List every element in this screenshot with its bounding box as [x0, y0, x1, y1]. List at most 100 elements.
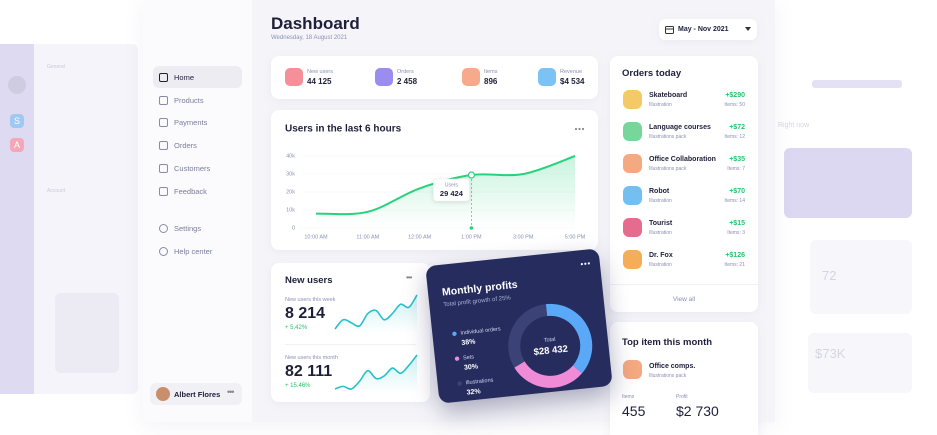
menu-dot — [587, 262, 590, 265]
nav-item[interactable]: Feedback — [174, 187, 207, 196]
axis-dot — [469, 226, 474, 230]
x-tick-label: 11:00 AM — [356, 234, 379, 240]
bg-app-icon: A — [10, 138, 24, 152]
x-tick-label: 1:00 PM — [461, 234, 482, 240]
nav-item[interactable]: Customers — [174, 164, 211, 173]
item-name: Dr. Fox — [649, 252, 673, 259]
user-box[interactable] — [150, 383, 242, 405]
stat-icon — [285, 68, 303, 86]
nav-icon — [159, 247, 168, 256]
nav-item[interactable]: Payments — [174, 118, 208, 127]
user-avatar — [156, 387, 170, 401]
nav-item[interactable]: Settings — [174, 224, 202, 233]
nav-icon — [159, 224, 168, 233]
tooltip-name: Users — [445, 182, 459, 188]
bg-left-strip — [0, 44, 34, 394]
stat-value: 896 — [484, 77, 498, 86]
date-range: May - Nov 2021 — [678, 26, 729, 33]
stats-card: New users 44 125 Orders 2 458 Items 896 Revenu… — [271, 56, 598, 99]
menu-dot — [584, 262, 587, 265]
top-item-card: Top item this month Office comps. Illustra… — [610, 322, 758, 435]
stat-label: New users — [307, 69, 333, 75]
user-name: Albert Flores — [174, 390, 221, 399]
item-type: Illustrations pack — [649, 373, 687, 379]
item-amount: +$35 — [729, 156, 745, 163]
page-date: Wednesday, 18 August 2021 — [271, 35, 348, 41]
donut-segment — [545, 303, 593, 374]
nav-item[interactable]: Home — [174, 73, 195, 82]
stat-icon — [375, 68, 393, 86]
item-illustration — [623, 360, 642, 379]
bg-left-label: General — [47, 64, 65, 70]
card-menu[interactable]: ••• — [406, 273, 412, 282]
user-menu[interactable]: ••• — [227, 387, 235, 397]
x-tick-label: 5:00 PM — [565, 234, 586, 240]
nav-icon — [159, 96, 168, 105]
calendar-icon — [665, 26, 674, 34]
item-amount: +$72 — [729, 124, 745, 131]
stat-value: 2 458 — [397, 77, 418, 86]
menu-dot — [574, 127, 578, 131]
item-amount: +$290 — [725, 92, 745, 99]
item-type: Illustrations pack — [649, 134, 687, 140]
legend-value: 38% — [461, 338, 476, 347]
stat-label: Orders — [397, 69, 414, 75]
nav-icon — [159, 187, 168, 196]
metric-value: 455 — [622, 403, 646, 419]
tooltip — [433, 178, 470, 202]
divider — [285, 344, 416, 345]
x-tick-label: 12:00 AM — [408, 234, 432, 240]
donut-segment — [514, 361, 583, 388]
item-amount: +$15 — [729, 220, 745, 227]
item-type: Illustration — [649, 262, 672, 268]
legend-dot — [457, 381, 462, 386]
legend-label: Individual orders — [460, 326, 501, 336]
item-illustration — [623, 122, 642, 141]
date-picker[interactable] — [659, 19, 757, 40]
metric-value: $2 730 — [676, 403, 719, 419]
donut-total: $28 432 — [533, 344, 568, 359]
view-all[interactable]: View all — [672, 296, 696, 303]
metric-label: Items — [622, 394, 635, 400]
stat-label: Items — [484, 69, 498, 75]
nav-icon — [159, 141, 168, 150]
metric-change: + 5.42% — [285, 325, 308, 331]
sparkline — [334, 294, 418, 330]
y-tick-label: 10k — [286, 207, 295, 213]
bg-right-label: $73K — [815, 346, 846, 361]
metric-label: New users this month — [285, 355, 338, 361]
item-count: Items: 7 — [727, 166, 745, 172]
item-illustration — [623, 218, 642, 237]
nav-item[interactable]: Help center — [174, 247, 213, 256]
nav-icon — [159, 164, 168, 173]
divider — [610, 284, 758, 285]
nav-active — [153, 66, 242, 88]
nav-item[interactable]: Products — [174, 96, 204, 105]
stat-value: 44 125 — [307, 77, 332, 86]
menu-dot — [580, 262, 583, 266]
x-tick-label: 3:00 PM — [513, 234, 534, 240]
new-users-charts — [334, 294, 418, 393]
menu-dot — [581, 127, 585, 131]
orders-card: Orders today Skateboard Illustration +$290 I… — [610, 56, 758, 312]
x-tick-label: 10:00 AM — [304, 234, 328, 240]
item-count: Items: 21 — [724, 262, 745, 268]
item-illustration — [623, 186, 642, 205]
item-type: Illustration — [649, 230, 672, 236]
y-tick-label: 0 — [292, 225, 295, 231]
nav-item[interactable]: Orders — [174, 141, 197, 150]
item-count: Items: 12 — [724, 134, 745, 140]
legend-value: 30% — [464, 363, 479, 372]
metric-label: New users this week — [285, 297, 336, 303]
bg-right-card — [810, 240, 912, 314]
y-tick-label: 30k — [286, 171, 295, 177]
nav-icon — [159, 73, 168, 82]
card-title: New users — [285, 275, 333, 286]
item-name: Tourist — [649, 220, 673, 227]
page-title: Dashboard — [271, 14, 360, 33]
item-amount: +$70 — [729, 188, 745, 195]
item-name: Language courses — [649, 124, 711, 131]
bg-right-label: 72 — [822, 268, 837, 283]
